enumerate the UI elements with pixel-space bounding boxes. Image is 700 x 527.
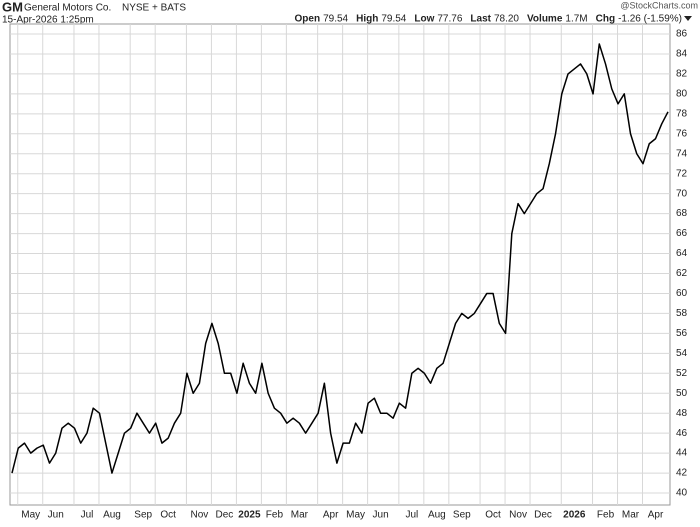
quote-label: High [356,14,378,25]
y-tick-label: 80 [676,88,688,99]
y-tick-label: 84 [676,49,688,60]
y-tick-label: 66 [676,228,688,239]
y-tick-label: 86 [676,29,688,40]
x-tick-label: Mar [291,510,309,521]
y-tick-label: 44 [676,448,688,459]
x-tick-label: Apr [648,510,664,521]
x-tick-label: Sep [453,510,471,521]
x-tick-label: Nov [509,510,527,521]
plot-frame [9,23,671,506]
y-tick-label: 72 [676,168,688,179]
quote-label: Low [414,14,434,25]
quote-value: -1.26 (-1.59%) [618,14,682,25]
x-tick-label: Feb [266,510,284,521]
y-tick-label: 64 [676,248,688,259]
x-tick-label: Nov [191,510,209,521]
x-tick-label: Jul [405,510,418,521]
y-tick-label: 76 [676,128,688,139]
y-tick-label: 48 [676,408,688,419]
x-tick-label: Aug [103,510,121,521]
x-tick-label: Feb [597,510,615,521]
quote-value: 1.7M [565,14,587,25]
x-tick-label: Aug [428,510,446,521]
x-tick-label: Jun [373,510,389,521]
down-arrow [684,16,692,21]
y-tick-label: 68 [676,208,688,219]
y-tick-label: 60 [676,288,688,299]
x-tick-label: Jun [48,510,64,521]
x-tick-label: Mar [622,510,640,521]
y-tick-label: 52 [676,368,688,379]
exchange: NYSE + BATS [122,3,186,14]
quote-label: Chg [596,14,615,25]
x-tick-label: Dec [216,510,234,521]
company: General Motors Co. [24,3,111,14]
y-tick-label: 70 [676,188,688,199]
y-tick-label: 82 [676,69,688,80]
quote-value: 78.20 [494,14,519,25]
source: @StockCharts.com [620,0,698,10]
quote-value: 77.76 [437,14,462,25]
x-tick-label: May [346,510,365,521]
x-tick-label: 2026 [563,510,586,521]
x-tick-label: Oct [160,510,176,521]
y-tick-label: 56 [676,328,688,339]
ticker: GM [2,0,23,14]
quote-value: 79.54 [323,14,348,25]
price-line [11,43,669,474]
x-tick-label: Sep [134,510,152,521]
y-tick-label: 42 [676,468,688,479]
y-tick-label: 62 [676,268,688,279]
x-tick-label: May [21,510,40,521]
y-tick-label: 40 [676,488,688,499]
x-tick-label: Apr [323,510,339,521]
date: 15-Apr-2026 1:25pm [2,15,94,26]
y-tick-label: 50 [676,388,688,399]
y-tick-label: 58 [676,308,688,319]
x-tick-label: Dec [534,510,552,521]
x-tick-label: 2025 [238,510,261,521]
y-tick-label: 46 [676,428,688,439]
y-tick-label: 74 [676,148,688,159]
quote-value: 79.54 [381,14,406,25]
x-tick-label: Oct [485,510,501,521]
y-tick-label: 54 [676,348,688,359]
x-tick-label: Jul [81,510,94,521]
quote-label: Volume [527,14,563,25]
quote-label: Last [470,14,491,25]
y-tick-label: 78 [676,108,688,119]
quote-label: Open [295,14,321,25]
